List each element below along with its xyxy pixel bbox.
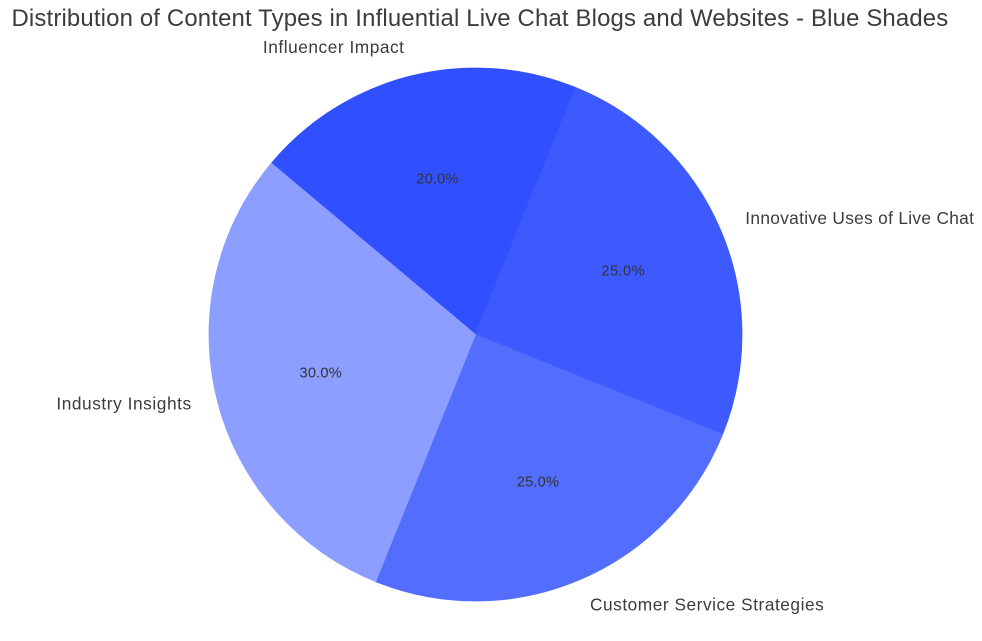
svg-text:20.0%: 20.0% (416, 172, 458, 188)
svg-text:Customer Service Strategies: Customer Service Strategies (590, 594, 824, 614)
svg-text:Industry Insights: Industry Insights (56, 394, 191, 414)
svg-text:25.0%: 25.0% (517, 474, 559, 490)
svg-text:Distribution of Content Types: Distribution of Content Types in Influen… (12, 5, 949, 32)
svg-text:25.0%: 25.0% (601, 264, 645, 280)
svg-text:30.0%: 30.0% (300, 366, 342, 382)
svg-text:Innovative Uses of Live Chat: Innovative Uses of Live Chat (745, 208, 974, 228)
svg-text:Influencer Impact: Influencer Impact (263, 37, 405, 57)
